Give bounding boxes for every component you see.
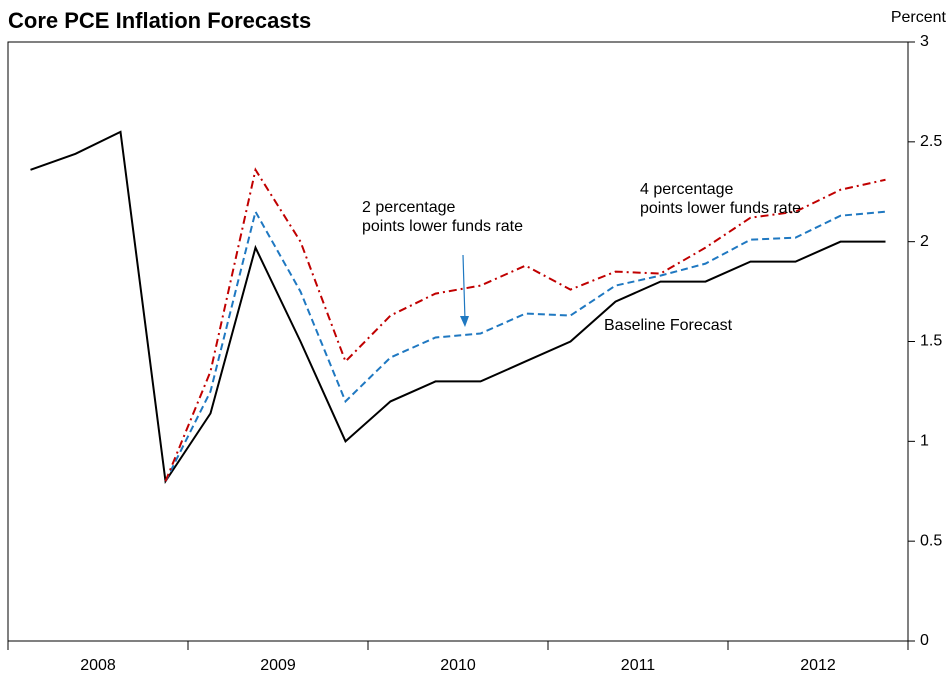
y-tick-label: 0	[920, 632, 929, 649]
annotation-arrowhead	[460, 316, 469, 327]
annotation: points lower funds rate	[362, 218, 523, 235]
y-tick-label: 3	[920, 33, 929, 50]
x-tick-label: 2011	[621, 657, 656, 674]
y-tick-label: 1	[920, 433, 929, 450]
y-tick-label: 0.5	[920, 532, 942, 549]
series-line	[30, 130, 886, 485]
series-line	[164, 167, 886, 482]
y-tick-label: 2	[920, 233, 929, 250]
annotation: points lower funds rate	[640, 200, 801, 217]
y-axis-label: Percent	[891, 9, 947, 26]
annotation-arrow	[462, 254, 466, 321]
series-line	[164, 209, 886, 482]
y-tick-label: 2.5	[920, 133, 942, 150]
annotation: 2 percentage	[362, 199, 456, 216]
x-tick-label: 2012	[800, 657, 836, 674]
x-tick-label: 2008	[80, 657, 116, 674]
chart-title: Core PCE Inflation Forecasts	[8, 8, 311, 33]
annotation: 4 percentage	[640, 181, 734, 198]
x-tick-label: 2009	[260, 657, 296, 674]
x-tick-label: 2010	[440, 657, 476, 674]
y-tick-label: 1.5	[920, 333, 942, 350]
annotation: Baseline Forecast	[604, 317, 733, 334]
plot-frame	[7, 41, 909, 642]
